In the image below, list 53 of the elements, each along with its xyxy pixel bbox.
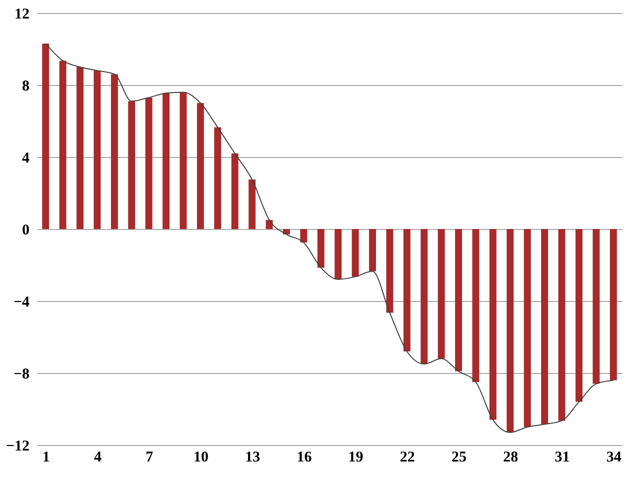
bar [524,229,531,427]
bar [76,67,84,229]
bar [248,180,256,229]
bar [541,229,548,424]
x-tick-label: 25 [452,450,467,466]
x-tick-label: 31 [554,450,570,466]
x-tick-label: 7 [146,450,154,466]
bar [403,229,410,352]
y-tick-label: 0 [22,222,30,238]
bar [369,229,376,272]
bar [438,229,445,359]
bar [558,229,566,421]
bar [300,229,308,242]
bar [42,44,50,229]
bar [162,93,170,229]
bar [455,229,462,372]
bar [420,229,428,364]
bar [352,229,359,277]
bar [592,229,600,384]
bar [317,229,324,268]
y-tick-label: 8 [22,78,30,94]
y-tick-label: 12 [14,6,30,22]
line-series [45,43,614,433]
bar [110,74,118,229]
bar [180,92,187,229]
bar [214,127,222,229]
bar [196,103,204,229]
bar [334,229,342,280]
bar [128,101,136,229]
bar [266,220,273,229]
x-tick-label: 28 [503,450,518,466]
x-tick-label: 22 [400,450,415,466]
x-tick-label: 19 [348,450,364,466]
bar [472,229,480,382]
y-tick-label: −12 [6,438,30,454]
x-tick-label: 16 [296,450,312,466]
bar [145,98,152,229]
bar [94,70,101,229]
y-tick-label: −8 [13,366,30,382]
y-tick-label: −4 [13,294,30,310]
bar [231,153,238,229]
x-tick-label: 13 [245,450,260,466]
bar [386,229,394,313]
x-tick-label: 10 [193,450,208,466]
bar [610,229,617,380]
bar [506,229,514,432]
bar [576,229,582,402]
x-tick-label: 4 [94,450,102,466]
bar [59,60,66,229]
x-tick-label: 34 [606,450,622,466]
y-tick-label: 4 [22,150,30,166]
bar [489,229,496,420]
x-tick-label: 1 [42,450,50,466]
